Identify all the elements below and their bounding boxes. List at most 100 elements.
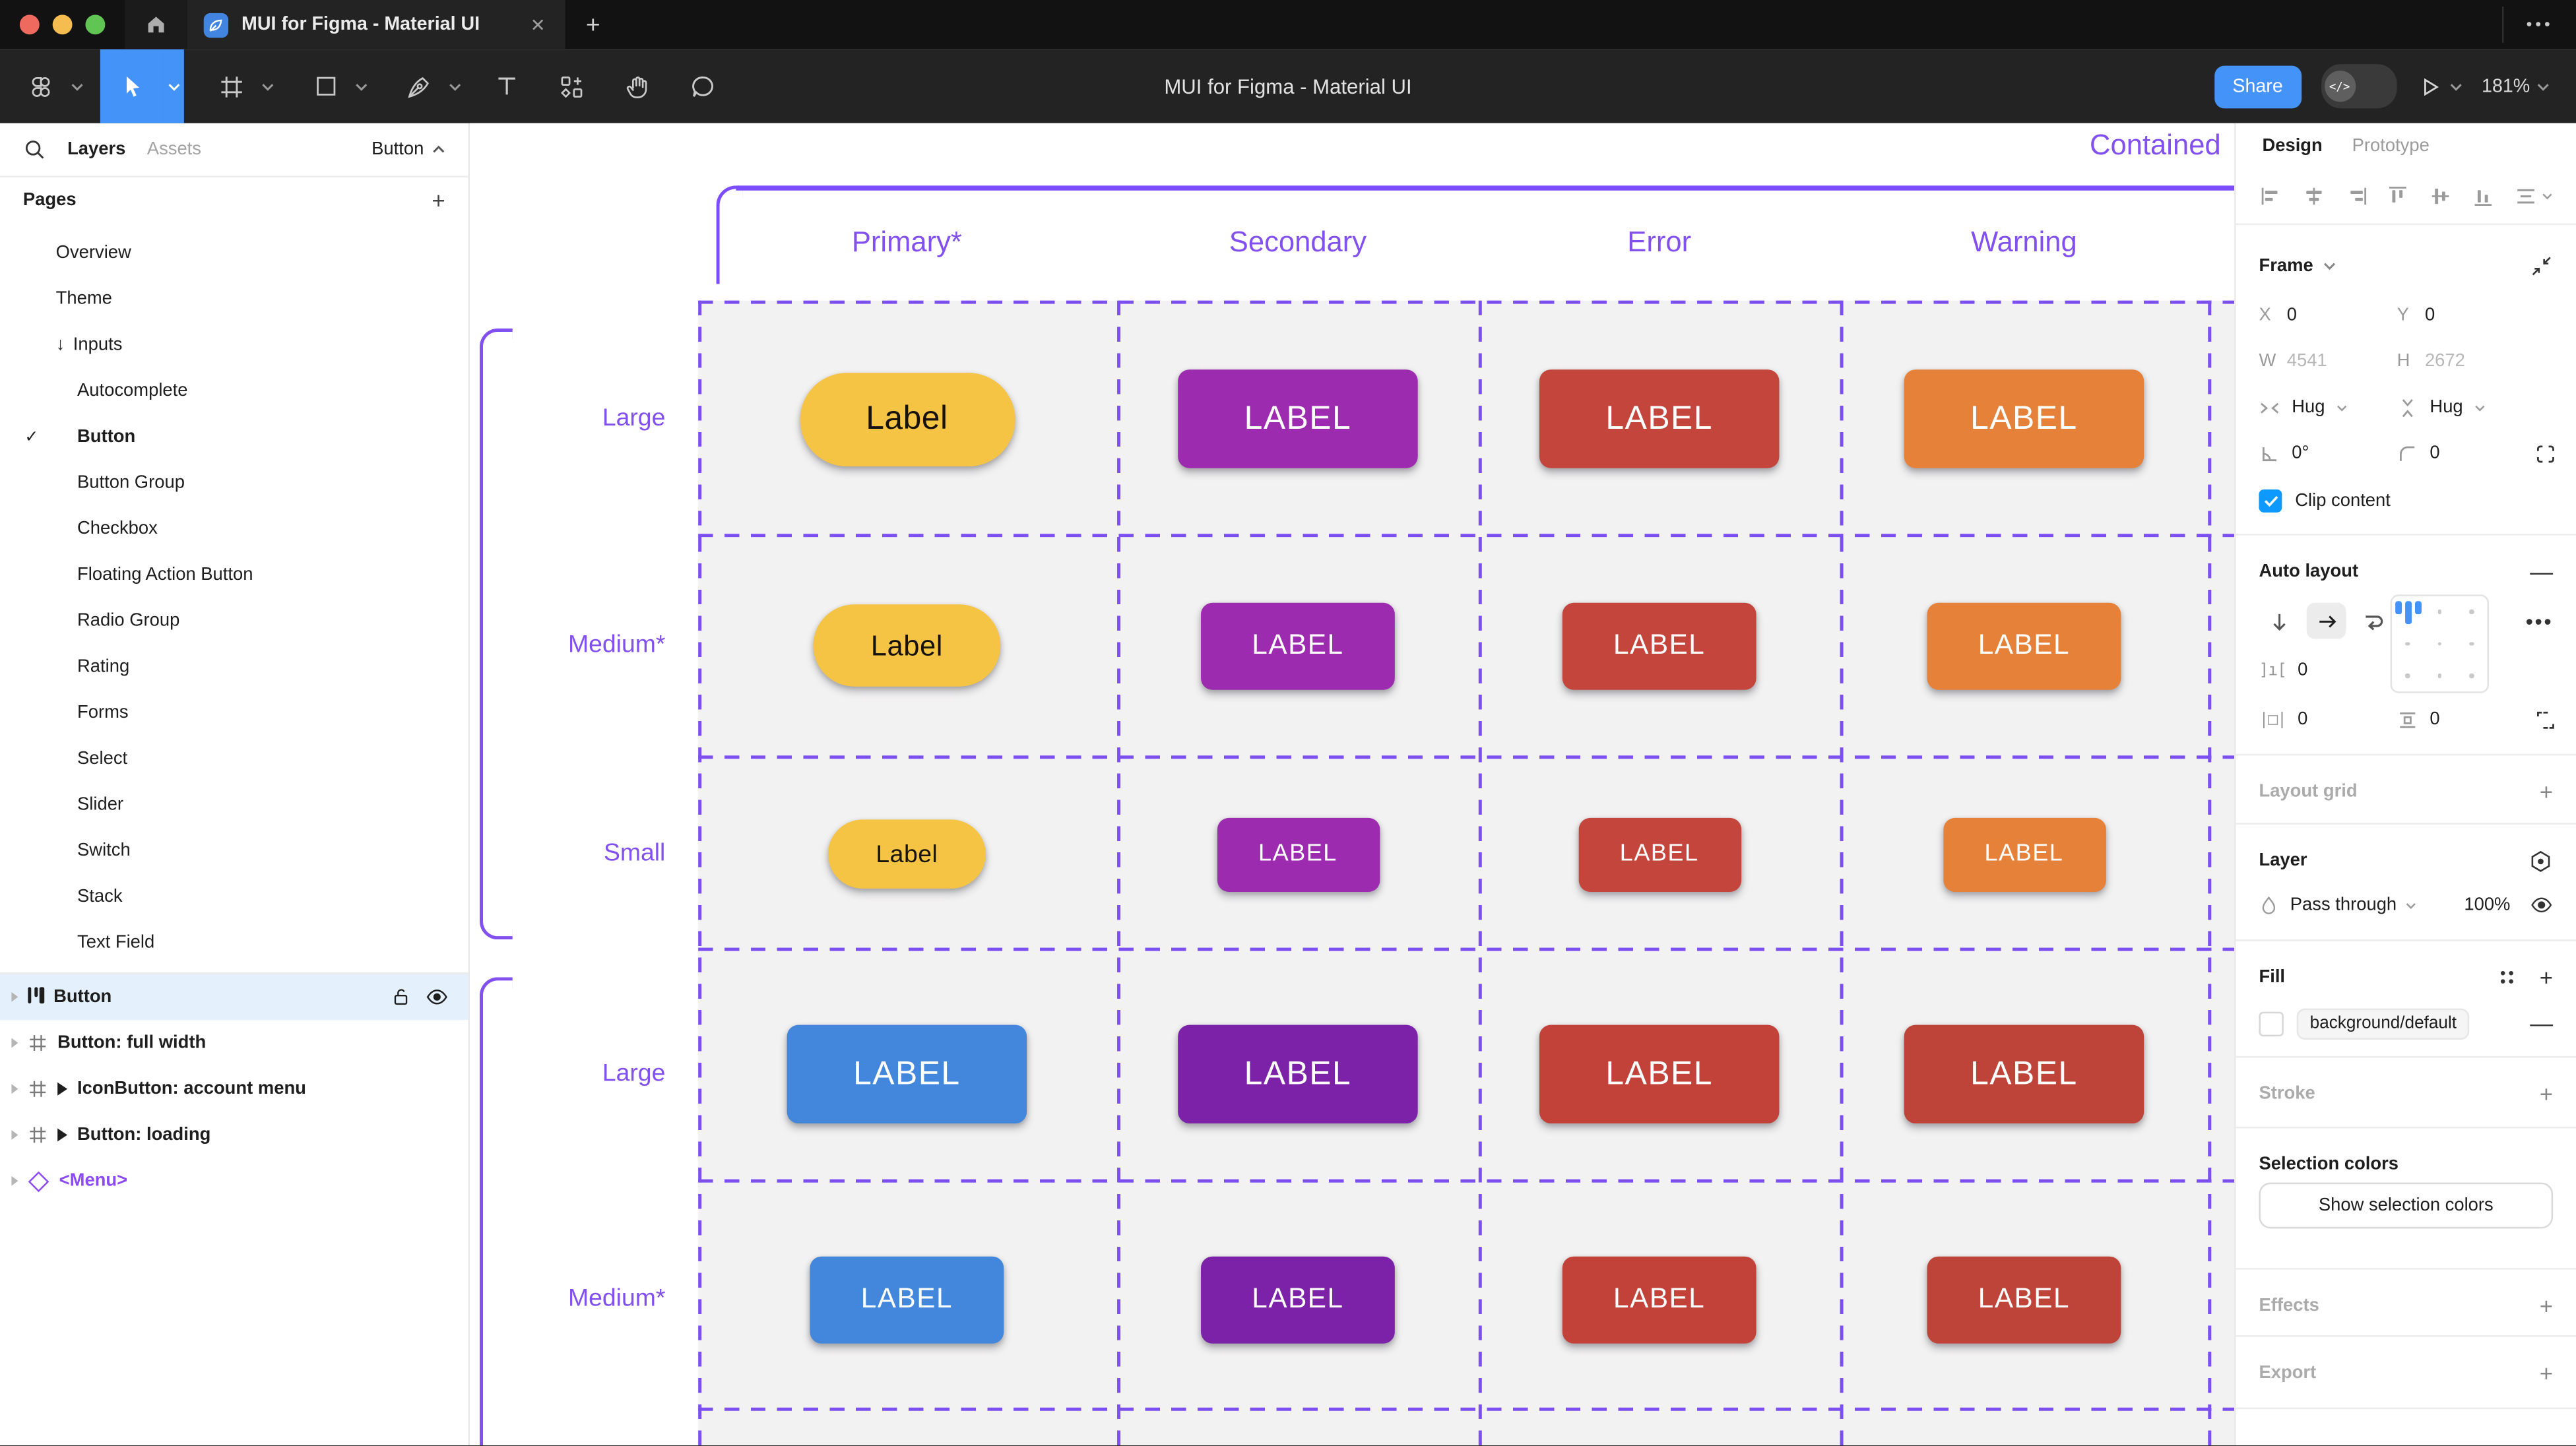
show-selection-colors-button[interactable]: Show selection colors (2259, 1182, 2554, 1229)
shape-tool-chevron[interactable] (350, 49, 371, 123)
opacity-value[interactable]: 100% (2464, 895, 2511, 915)
fill-style-chip[interactable]: background/default (2296, 1007, 2470, 1039)
fill-color-swatch[interactable] (2259, 1011, 2284, 1036)
menu-dropdown-chevron[interactable] (66, 49, 87, 123)
page-item-overview[interactable]: Overview (0, 230, 468, 276)
add-fill-button[interactable]: + (2539, 964, 2554, 991)
canvas-button[interactable]: LABEL (1578, 817, 1741, 891)
expand-chevron-icon[interactable] (11, 1129, 18, 1140)
actions-tool-button[interactable] (547, 49, 596, 123)
add-stroke-button[interactable]: + (2539, 1081, 2554, 1108)
canvas-button[interactable]: Label (813, 604, 1001, 687)
canvas-button[interactable]: LABEL (1562, 602, 1756, 689)
align-left-icon[interactable] (2259, 183, 2283, 208)
tab-prototype[interactable]: Prototype (2352, 136, 2430, 156)
width-field[interactable]: W 4541 (2259, 351, 2327, 371)
canvas-button[interactable]: LABEL (1562, 1255, 1756, 1343)
home-button[interactable] (125, 0, 187, 49)
canvas-button[interactable]: LABEL (1904, 1024, 2144, 1124)
close-tab-icon[interactable]: ✕ (530, 15, 546, 36)
remove-auto-layout-button[interactable]: — (2530, 558, 2554, 585)
tab-assets[interactable]: Assets (146, 139, 202, 160)
move-tool-chevron[interactable] (162, 49, 184, 123)
add-page-button[interactable]: + (432, 187, 445, 214)
expand-chevron-icon[interactable] (11, 1038, 18, 1048)
corner-radius-field[interactable]: 0 (2397, 443, 2535, 464)
share-button[interactable]: Share (2214, 65, 2302, 108)
text-tool-button[interactable] (482, 49, 531, 123)
canvas-button[interactable]: Label (827, 819, 986, 889)
expand-chevron-icon[interactable] (11, 1176, 18, 1186)
chevron-down-icon[interactable] (2323, 261, 2336, 271)
new-tab-button[interactable]: + (585, 11, 600, 39)
alignment-widget[interactable] (2390, 594, 2490, 693)
page-item-select[interactable]: Select (0, 736, 468, 782)
layer-item-iconbutton-account-menu[interactable]: IconButton: account menu (0, 1066, 468, 1112)
comment-tool-button[interactable] (678, 49, 728, 123)
expand-chevron-icon[interactable] (11, 991, 18, 1002)
vertical-padding-field[interactable]: 0 (2397, 708, 2535, 730)
page-item-button-group[interactable]: Button Group (0, 460, 468, 506)
direction-horizontal-button[interactable] (2306, 602, 2346, 639)
canvas-button[interactable]: LABEL (810, 1255, 1004, 1343)
file-tab[interactable]: MUI for Figma - Material UI ✕ (187, 0, 565, 49)
dev-mode-toggle[interactable]: </> (2321, 64, 2397, 109)
canvas-button[interactable]: LABEL (1201, 602, 1395, 689)
collapse-icon[interactable] (2530, 255, 2553, 278)
page-item-slider[interactable]: Slider (0, 782, 468, 828)
canvas-button[interactable]: LABEL (1927, 602, 2121, 689)
distribute-menu[interactable] (2513, 183, 2553, 208)
page-item-text-field[interactable]: Text Field (0, 920, 468, 966)
add-export-button[interactable]: + (2539, 1360, 2554, 1387)
eye-icon[interactable] (2530, 893, 2553, 916)
wrap-button[interactable] (2354, 603, 2394, 639)
canvas-button[interactable]: LABEL (1539, 369, 1780, 468)
clip-content-checkbox[interactable] (2259, 489, 2282, 513)
present-button[interactable] (2416, 73, 2462, 100)
frame-tool-chevron[interactable] (256, 49, 277, 123)
pen-tool-chevron[interactable] (443, 49, 465, 123)
pen-tool-button[interactable] (395, 49, 444, 123)
rotation-field[interactable]: 0° (2259, 443, 2397, 464)
page-item-theme[interactable]: Theme (0, 276, 468, 322)
page-item-button[interactable]: ✓ Button (0, 414, 468, 460)
canvas-button[interactable]: LABEL (1201, 1255, 1395, 1343)
close-window-button[interactable] (19, 15, 40, 35)
frame-tool-button[interactable] (207, 49, 257, 123)
canvas-button[interactable]: LABEL (1927, 1255, 2121, 1343)
canvas-button[interactable]: LABEL (1904, 369, 2144, 468)
main-menu-button[interactable] (16, 49, 66, 123)
canvas-button[interactable]: LABEL (787, 1024, 1027, 1124)
layer-item-button-full-width[interactable]: Button: full width (0, 1020, 468, 1066)
horizontal-padding-field[interactable]: |□| 0 (2259, 709, 2308, 730)
canvas-button[interactable]: LABEL (1216, 817, 1380, 891)
styles-icon[interactable] (2497, 967, 2517, 987)
align-top-icon[interactable] (2386, 183, 2410, 208)
page-item-forms[interactable]: Forms (0, 690, 468, 736)
page-item-rating[interactable]: Rating (0, 644, 468, 690)
canvas-button[interactable]: Label (799, 371, 1015, 466)
overflow-menu-button[interactable]: ••• (2526, 15, 2554, 34)
independent-corners-icon[interactable] (2535, 443, 2556, 464)
layer-item-button[interactable]: Button (0, 974, 468, 1021)
design-canvas[interactable]: Contained Primary* Secondary Error Warning … (470, 123, 2235, 1446)
page-item-stack[interactable]: Stack (0, 874, 468, 920)
layer-item--menu-[interactable]: <Menu> (0, 1158, 468, 1204)
eye-icon[interactable] (426, 986, 449, 1009)
blend-mode-icon[interactable] (2528, 848, 2553, 873)
canvas-button[interactable]: LABEL (1178, 1024, 1418, 1124)
canvas-button[interactable]: LABEL (1539, 1024, 1780, 1124)
zoom-menu[interactable]: 181% (2482, 77, 2550, 96)
page-item-floating-action-button[interactable]: Floating Action Button (0, 552, 468, 598)
zoom-window-button[interactable] (85, 15, 106, 35)
page-item-checkbox[interactable]: Checkbox (0, 506, 468, 552)
align-bottom-icon[interactable] (2471, 183, 2496, 208)
gap-field[interactable]: ]ı[ 0 (2259, 660, 2308, 680)
page-item-autocomplete[interactable]: Autocomplete (0, 368, 468, 414)
page-item-switch[interactable]: Switch (0, 828, 468, 874)
tab-layers[interactable]: Layers (67, 139, 126, 160)
tab-design[interactable]: Design (2262, 136, 2323, 156)
direction-vertical-button[interactable] (2259, 603, 2298, 639)
